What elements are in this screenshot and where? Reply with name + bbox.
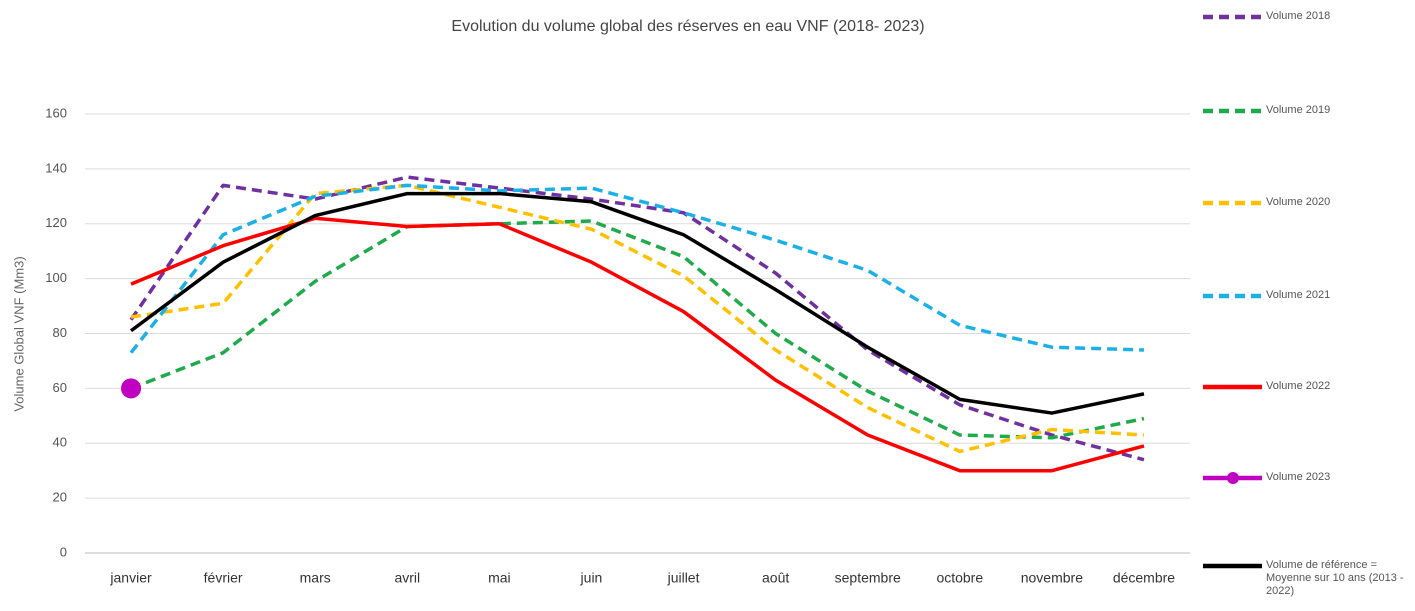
legend-label: Volume de référence = Moyenne sur 10 ans…: [1266, 559, 1404, 597]
legend-label: Volume 2020: [1266, 196, 1331, 208]
x-tick-label: mai: [488, 570, 511, 586]
x-tick-label: septembre: [835, 570, 901, 586]
y-tick-label: 80: [53, 325, 67, 340]
x-tick-label: décembre: [1113, 570, 1175, 586]
x-tick-label: octobre: [936, 570, 983, 586]
series-line: [129, 191, 1145, 415]
legend-label: Volume 2023: [1266, 471, 1331, 483]
legend-label: Volume 2019: [1266, 104, 1331, 116]
y-axis-label: Volume Global VNF (Mm3): [11, 256, 26, 411]
series-line: [129, 183, 1145, 354]
legend-label: Volume 2018: [1266, 10, 1331, 22]
series-line: [130, 219, 1145, 440]
chart-title: Evolution du volume global des réserves …: [451, 18, 924, 35]
x-tick-label: août: [762, 570, 789, 586]
y-tick-label: 100: [45, 270, 67, 285]
y-tick-label: 20: [53, 490, 67, 505]
series-marker: [121, 378, 142, 399]
y-tick-label: 40: [53, 435, 67, 450]
series-line: [130, 216, 1145, 473]
x-tick-label: juillet: [667, 570, 700, 586]
x-tick-label: juin: [580, 570, 603, 586]
y-tick-label: 120: [45, 215, 67, 230]
legend-label: Volume 2021: [1266, 289, 1331, 301]
x-tick-label: novembre: [1021, 570, 1083, 586]
x-tick-label: avril: [394, 570, 420, 586]
series-line: [129, 175, 1145, 462]
x-tick-label: février: [204, 570, 243, 586]
y-tick-label: 60: [53, 380, 67, 395]
x-tick-label: janvier: [109, 570, 152, 586]
legend-label: Volume 2022: [1266, 380, 1331, 392]
y-tick-label: 0: [60, 544, 67, 559]
y-tick-label: 160: [45, 105, 67, 120]
x-tick-label: mars: [300, 570, 331, 586]
series-line: [130, 183, 1145, 454]
y-tick-label: 140: [45, 160, 67, 175]
legend-marker: [1227, 472, 1239, 484]
